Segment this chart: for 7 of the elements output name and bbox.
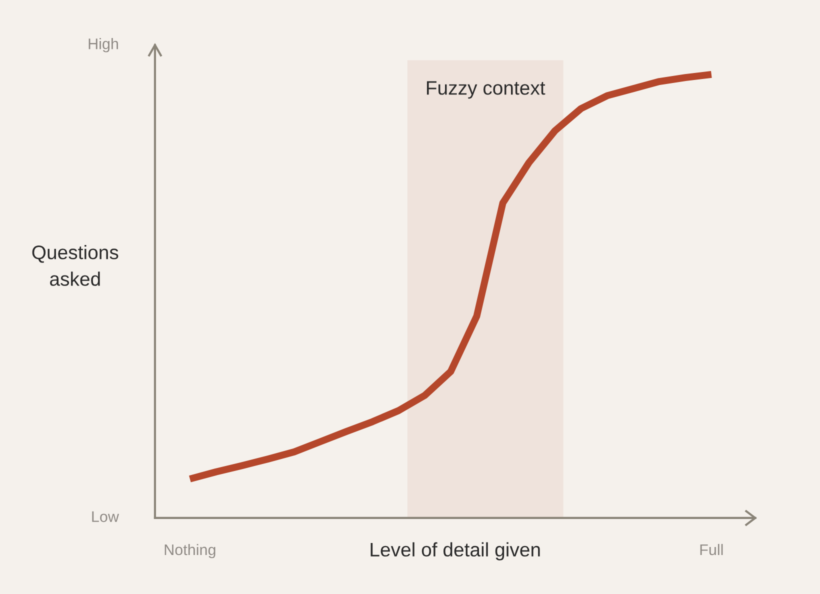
text: Full xyxy=(700,544,723,556)
x-axis-title: Level of detail given xyxy=(370,542,540,560)
text: Low xyxy=(92,511,120,522)
annotation: Fuzzy context xyxy=(426,81,546,99)
text: Nothing xyxy=(164,544,216,558)
text: High xyxy=(88,38,118,52)
y-axis-title: Questions asked xyxy=(32,245,118,286)
